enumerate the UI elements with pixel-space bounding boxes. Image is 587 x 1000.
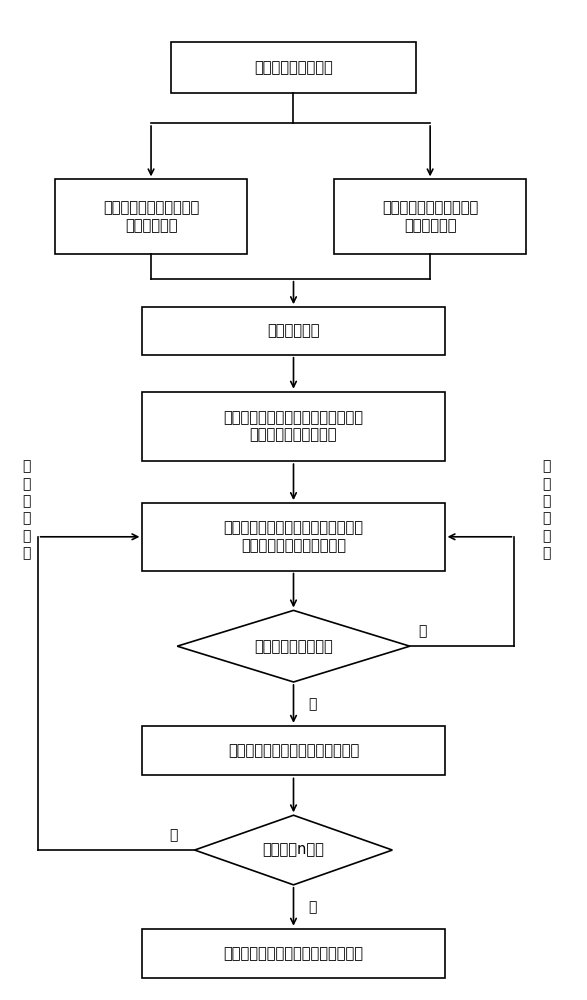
FancyBboxPatch shape	[142, 726, 445, 775]
Text: 是否达到n次？: 是否达到n次？	[262, 843, 325, 858]
Polygon shape	[195, 815, 392, 885]
Text: 交叉口基本数据采集: 交叉口基本数据采集	[254, 60, 333, 75]
Text: 是否满足约束条件？: 是否满足约束条件？	[254, 639, 333, 654]
Text: 输出直行流量及其对应的左转流量: 输出直行流量及其对应的左转流量	[228, 743, 359, 758]
FancyBboxPatch shape	[142, 929, 445, 978]
Text: 属性改变前后左转车道组
饱和流率估算: 属性改变前后左转车道组 饱和流率估算	[382, 200, 478, 233]
Text: 是: 是	[308, 900, 316, 914]
Text: 给定一组直行流量，计算属性变化前
后直行车道组车均延误: 给定一组直行流量，计算属性变化前 后直行车道组车均延误	[224, 410, 363, 443]
FancyBboxPatch shape	[142, 307, 445, 355]
Text: 对固定直行流量进行阈值模型求解，
得到其对应的左转阈值流量: 对固定直行流量进行阈值模型求解， 得到其对应的左转阈值流量	[224, 521, 363, 553]
Text: 变
化
直
行
流
量: 变 化 直 行 流 量	[542, 460, 551, 560]
FancyBboxPatch shape	[142, 392, 445, 461]
Text: 属性改变前后直行车道组
饱和流率估算: 属性改变前后直行车道组 饱和流率估算	[103, 200, 199, 233]
Text: 是: 是	[308, 697, 316, 711]
Text: 对所有数据进行拟合，得到阈值曲线: 对所有数据进行拟合，得到阈值曲线	[224, 946, 363, 961]
FancyBboxPatch shape	[55, 179, 247, 254]
FancyBboxPatch shape	[142, 503, 445, 571]
Text: 否: 否	[169, 828, 177, 842]
Polygon shape	[177, 610, 410, 682]
FancyBboxPatch shape	[171, 42, 416, 93]
Text: 变
化
直
行
流
量: 变 化 直 行 流 量	[22, 460, 30, 560]
Text: 建立阈值模型: 建立阈值模型	[267, 323, 320, 338]
Text: 否: 否	[419, 624, 427, 638]
FancyBboxPatch shape	[334, 179, 526, 254]
